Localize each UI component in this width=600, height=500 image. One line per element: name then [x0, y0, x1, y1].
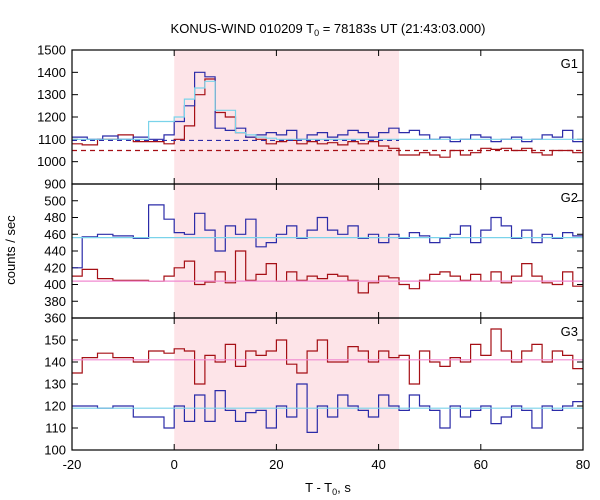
series-blue-step-line [72, 383, 583, 433]
y-tick-label: 110 [45, 421, 66, 436]
y-tick-label: 360 [44, 311, 66, 326]
x-axis-label-subscript: 0 [332, 487, 337, 497]
y-tick-label: 480 [44, 210, 66, 225]
panel-frame [71, 317, 584, 451]
panel-label: G2 [561, 190, 578, 205]
x-tick-label: 0 [171, 457, 178, 472]
x-tick-label: 40 [371, 457, 385, 472]
panel-g1: 900 1000 1100 1200 1300 1400 1500 G1 [37, 43, 584, 192]
x-tick-label: 60 [474, 457, 488, 472]
y-tick-label: 440 [44, 244, 66, 259]
y-tick-label: 130 [44, 377, 66, 392]
y-tick-label: 120 [44, 399, 66, 414]
y-tick-label: 500 [44, 193, 66, 208]
y-tick-label: 100 [44, 443, 66, 458]
x-axis-label-rest: , s [337, 480, 351, 495]
panel-g3: 100 110 120 130 140 150 G3 [44, 317, 584, 458]
y-tick-label: 150 [44, 333, 66, 348]
series-cyan-step-line [72, 80, 583, 140]
series-red-step-line [72, 328, 583, 385]
x-tick-label: 80 [576, 457, 590, 472]
x-tick-label: 20 [269, 457, 283, 472]
y-tick-label: 900 [44, 177, 66, 192]
chart-title: KONUS-WIND 010209 T0 = 78183s UT (21:43:… [171, 21, 486, 38]
chart-title-rest: = 78183s UT (21:43:03.000) [319, 21, 485, 36]
chart-title-subscript: 0 [314, 28, 319, 38]
panel-label: G1 [561, 56, 578, 71]
y-tick-label: 1400 [37, 65, 66, 80]
y-tick-label: 400 [44, 277, 66, 292]
x-tick-label: -20 [63, 457, 82, 472]
y-tick-label: 1300 [37, 87, 66, 102]
y-tick-label: 1500 [37, 43, 66, 58]
y-tick-label: 1000 [37, 154, 66, 169]
y-tick-label: 140 [44, 355, 66, 370]
panels-group: 900100011001200130014001500G136038040042… [37, 43, 590, 473]
series-blue-step-line [72, 204, 583, 269]
x-axis-label: T - T0, s [305, 480, 351, 497]
y-tick-label: 1100 [38, 132, 66, 147]
y-axis-label: counts / sec [3, 215, 18, 285]
shaded-interval [174, 50, 400, 450]
y-tick-label: 460 [44, 227, 66, 242]
series-red-step-line [72, 250, 583, 294]
y-tick-label: 1200 [37, 110, 66, 125]
panel-label: G3 [561, 324, 578, 339]
series-red-step-line [72, 78, 583, 158]
y-tick-label: 420 [44, 260, 66, 275]
y-tick-label: 380 [44, 294, 66, 309]
